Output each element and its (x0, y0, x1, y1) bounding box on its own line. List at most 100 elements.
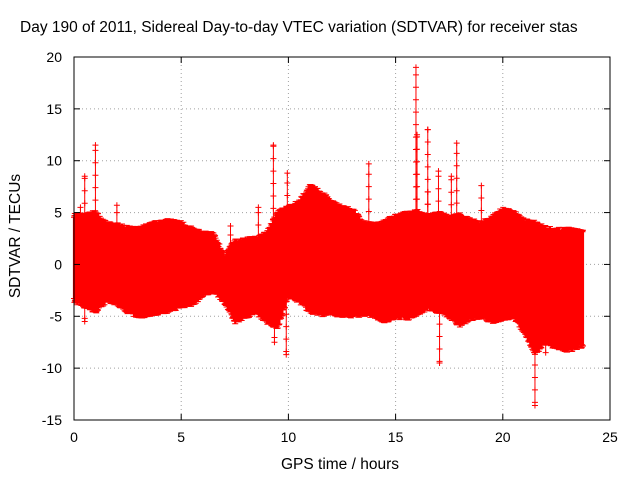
data-point-marker (365, 183, 372, 190)
spike-point-marker (412, 64, 419, 71)
data-point-marker (365, 208, 372, 215)
plot-frame (73, 56, 611, 421)
data-point-marker (453, 200, 460, 207)
spike-point-marker (255, 204, 262, 211)
data-point-marker (270, 168, 277, 175)
data-point-marker (283, 298, 290, 305)
data-point-marker (81, 200, 88, 207)
data-point-marker (542, 339, 549, 346)
data-point-marker (283, 311, 290, 318)
data-point-marker (435, 210, 442, 217)
axis-ticks: 0 5 10 15 20 25 -15 -10 -5 0 5 10 15 20 (42, 49, 618, 445)
data-point-marker (579, 229, 586, 347)
data-point-marker (412, 109, 419, 116)
x-tick-label: 25 (602, 429, 618, 445)
data-point-marker (538, 223, 545, 349)
data-point-marker (436, 308, 443, 315)
data-point-marker (435, 173, 442, 180)
data-point-marker (531, 362, 538, 369)
spike-point-marker (113, 202, 120, 209)
data-point-marker (453, 212, 460, 219)
data-point-marker (453, 150, 460, 157)
data-point-marker (255, 222, 262, 229)
y-tick-label: 20 (46, 49, 62, 65)
data-point-marker (412, 84, 419, 91)
data-point-marker (81, 302, 88, 309)
data-point-marker (424, 139, 431, 146)
data-point-marker (95, 212, 102, 311)
spike-point-marker (424, 188, 431, 195)
spike-point-marker (284, 170, 291, 177)
data-point-marker (435, 198, 442, 205)
data-point-marker (414, 196, 421, 203)
spike-point-marker (542, 349, 549, 356)
data-point-marker (365, 196, 372, 203)
spike-point-marker (283, 351, 290, 358)
x-tick-label: 10 (281, 429, 297, 445)
data-point-marker (412, 71, 419, 78)
spike-point-marker (92, 142, 99, 149)
data-point-marker (436, 321, 443, 328)
data-point-marker (284, 204, 291, 211)
data-point-marker (92, 184, 99, 191)
y-tick-label: -5 (50, 308, 63, 324)
data-point-marker (414, 158, 421, 165)
y-tick-label: 10 (46, 153, 62, 169)
spike-point-marker (531, 402, 538, 409)
data-point-marker (270, 155, 277, 162)
y-tick-label: -10 (42, 360, 62, 376)
spike-point-marker (81, 318, 88, 325)
data-point-marker (365, 171, 372, 178)
data-point-marker (448, 201, 455, 208)
data-point-marker (92, 159, 99, 166)
data-point-marker (361, 220, 368, 317)
data-point-marker (448, 189, 455, 196)
x-tick-label: 15 (388, 429, 404, 445)
data-point-marker (478, 219, 485, 226)
x-tick-label: 5 (177, 429, 185, 445)
spike-point-marker (478, 182, 485, 189)
x-tick-label: 20 (495, 429, 511, 445)
data-point-marker (436, 345, 443, 352)
data-point-marker (424, 163, 431, 170)
spike-point-marker (77, 204, 84, 211)
y-tick-label: 15 (46, 101, 62, 117)
spike-point-marker (270, 142, 277, 149)
spike-point-marker (271, 339, 278, 346)
data-point-marker (81, 212, 88, 219)
data-point-marker (113, 222, 120, 229)
data-point-marker (270, 192, 277, 199)
data-point-marker (255, 209, 262, 216)
data-point-marker (414, 146, 421, 153)
y-tick-label: 5 (54, 205, 62, 221)
data-point-marker (418, 211, 425, 314)
data-point-marker (92, 172, 99, 179)
data-point-marker (92, 197, 99, 204)
y-tick-label: -15 (42, 412, 62, 428)
data-point-marker (435, 185, 442, 192)
chart-title: Day 190 of 2011, Sidereal Day-to-day VTE… (20, 19, 578, 36)
data-point-marker (412, 121, 419, 128)
data-point-marker (270, 205, 277, 212)
data-point-marker (227, 244, 234, 251)
spike-point-marker (81, 173, 88, 180)
data-point-marker (448, 214, 455, 221)
data-point-marker (271, 322, 278, 329)
data-point-marker (424, 176, 431, 183)
data-point-marker (414, 171, 421, 178)
data-point-marker (436, 333, 443, 340)
data-point-marker (356, 216, 363, 318)
data-point-marker (270, 180, 277, 187)
data-point-marker (283, 323, 290, 330)
spike-point-marker (453, 140, 460, 147)
x-tick-label: 0 (70, 429, 78, 445)
data-point-marker (414, 208, 421, 215)
spike-point-marker (424, 126, 431, 133)
spike-point-marker (414, 131, 421, 138)
data-point-marker (284, 180, 291, 187)
y-axis-label: SDTVAR / TECUs (7, 173, 24, 299)
data-point-marker (531, 386, 538, 393)
spike-point-marker (448, 173, 455, 180)
data-point-marker (414, 183, 421, 190)
